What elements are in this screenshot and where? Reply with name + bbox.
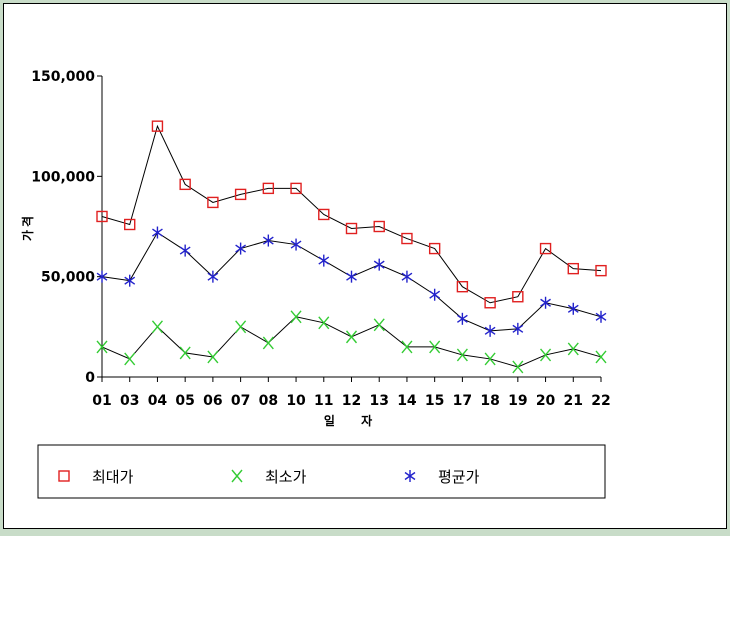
x-tick-label: 08	[259, 393, 278, 409]
x-tick-label: 01	[92, 393, 111, 409]
data-point-1	[179, 346, 191, 360]
data-point-1	[429, 340, 441, 354]
x-tick-label: 07	[231, 393, 250, 409]
x-tick-label: 06	[203, 393, 222, 409]
data-point-1	[484, 352, 496, 366]
x-ticks: 01 03 04 05 06 07 08 10 11 12 13 14 15 17 18 19 20 21 22	[92, 377, 611, 409]
x-tick-label: 15	[425, 393, 444, 409]
data-point-2	[401, 270, 413, 283]
legend-label: 평균가	[438, 468, 480, 486]
data-point-1	[401, 340, 413, 354]
y-tick-label: 0	[85, 370, 95, 386]
data-point-1	[318, 316, 330, 330]
data-point-0	[234, 188, 247, 201]
data-point-2	[179, 244, 191, 257]
data-point-0	[262, 182, 275, 195]
x-axis-title: 일 자	[324, 413, 378, 428]
data-point-2	[512, 322, 524, 335]
data-point-1	[124, 352, 136, 366]
x-tick-label: 10	[286, 393, 306, 409]
data-point-0	[373, 220, 385, 233]
data-point-2	[318, 254, 330, 267]
data-point-1	[151, 320, 163, 334]
data-point-2	[567, 302, 579, 315]
y-tick-label: 100,000	[31, 169, 95, 185]
x-tick-label: 18	[480, 393, 499, 409]
x-tick-label: 11	[314, 393, 333, 409]
data-point-0	[401, 232, 413, 245]
data-point-2	[96, 270, 108, 283]
data-point-1	[345, 330, 358, 344]
data-point-1	[235, 320, 247, 334]
data-point-0	[595, 264, 607, 277]
data-point-0	[345, 222, 358, 235]
data-point-2	[235, 242, 247, 255]
data-point-1	[595, 350, 607, 364]
data-point-1	[512, 360, 524, 374]
data-point-1	[567, 342, 579, 356]
data-point-0	[428, 242, 441, 255]
data-point-2	[346, 270, 357, 283]
legend-marker	[58, 470, 70, 482]
data-point-0	[179, 178, 191, 191]
data-point-2	[373, 258, 385, 271]
x-tick-label: 22	[591, 393, 610, 409]
legend-label: 최대가	[92, 468, 134, 486]
legend-box	[37, 444, 606, 499]
data-point-1	[456, 348, 468, 362]
data-point-0	[207, 196, 219, 209]
x-tick-label: 13	[369, 393, 388, 409]
x-tick-label: 03	[120, 393, 139, 409]
x-tick-label: 14	[397, 393, 417, 409]
data-point-1	[373, 318, 385, 332]
data-point-0	[484, 297, 496, 309]
x-tick-label: 21	[564, 393, 583, 409]
data-point-2	[152, 226, 163, 239]
legend: 최대가 최소가 평균가	[37, 444, 606, 499]
data-point-1	[96, 340, 108, 354]
legend-marker	[404, 470, 416, 482]
x-tick-label: 19	[508, 393, 527, 409]
data-point-2	[262, 234, 274, 247]
data-point-0	[96, 210, 108, 223]
y-axis-title: 가격	[20, 213, 35, 241]
legend-label: 최소가	[265, 468, 307, 486]
data-point-2	[290, 238, 302, 251]
data-point-0	[318, 208, 330, 221]
data-point-1	[207, 350, 219, 364]
data-point-0	[124, 218, 136, 231]
axes	[101, 76, 601, 378]
data-point-0	[567, 262, 579, 275]
x-tick-label: 05	[175, 393, 194, 409]
series-layer	[96, 120, 607, 374]
data-point-0	[512, 291, 524, 303]
x-tick-label: 04	[148, 393, 168, 409]
data-point-2	[540, 296, 551, 309]
series-line-0	[101, 124, 602, 304]
data-point-2	[429, 288, 441, 301]
data-point-2	[595, 310, 607, 323]
data-point-0	[290, 182, 302, 195]
data-point-2	[124, 274, 136, 287]
y-ticks: 0 50,000 100,000 150,000	[31, 69, 102, 386]
x-tick-label: 17	[453, 393, 472, 409]
legend-marker	[231, 469, 243, 483]
series-line-1	[101, 316, 602, 368]
data-point-2	[484, 324, 496, 337]
data-point-1	[262, 336, 274, 350]
data-point-2	[456, 312, 468, 325]
data-point-0	[539, 242, 552, 255]
data-point-2	[207, 270, 219, 283]
data-point-1	[290, 310, 302, 324]
y-tick-label: 150,000	[31, 69, 95, 85]
y-tick-label: 50,000	[41, 270, 95, 286]
data-point-1	[540, 348, 552, 362]
data-point-0	[151, 120, 164, 132]
x-tick-label: 20	[536, 393, 556, 409]
x-tick-label: 12	[342, 393, 361, 409]
data-point-0	[456, 281, 469, 293]
